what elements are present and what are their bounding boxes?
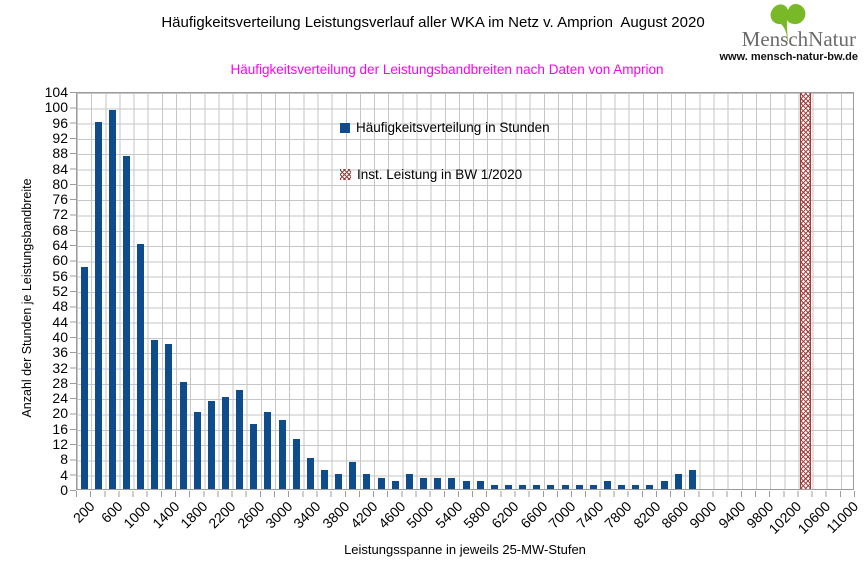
- y-tick-label: 0: [60, 482, 68, 498]
- histogram-bar-4200: [363, 473, 371, 489]
- y-tick-label: 68: [52, 221, 68, 238]
- y-tick-label: 32: [52, 359, 68, 376]
- histogram-bar-4000: [349, 462, 357, 489]
- crosshatch-square-swatch-icon: [340, 169, 351, 180]
- histogram-bar-2000: [207, 400, 215, 489]
- ginkgo-leaf-icon: [770, 4, 806, 41]
- chart-legend: Häufigkeitsverteilung in Stunden Inst. L…: [340, 120, 550, 182]
- histogram-bar-3000: [278, 420, 286, 489]
- legend-label-installed-capacity: Inst. Leistung in BW 1/2020: [357, 167, 523, 182]
- y-tick-label: 16: [52, 420, 68, 437]
- histogram-bar-7200: [575, 485, 583, 489]
- y-tick-label: 20: [52, 405, 68, 422]
- histogram-bar-7000: [561, 485, 569, 489]
- y-tick-label: 24: [52, 390, 68, 407]
- y-tick-label: 92: [52, 129, 68, 146]
- y-tick-label: 80: [52, 175, 68, 192]
- histogram-bar-1400: [165, 343, 173, 489]
- histogram-bar-5600: [462, 481, 470, 489]
- y-tick-label: 104: [44, 84, 68, 100]
- y-tick-label: 36: [52, 344, 68, 361]
- histogram-bar-3200: [292, 439, 300, 489]
- histogram-bar-4800: [405, 473, 413, 489]
- logo-url: www. mensch-natur-bw.de: [719, 51, 858, 63]
- y-tick-label: 100: [44, 99, 68, 116]
- histogram-bar-3600: [321, 469, 329, 489]
- page-title: Häufigkeitsverteilung Leistungsverlauf a…: [161, 14, 705, 31]
- y-tick-label: 40: [52, 328, 68, 345]
- y-tick-label: 64: [52, 237, 68, 254]
- installed-capacity-marker-column: [799, 93, 811, 489]
- legend-entry-installed-capacity: Inst. Leistung in BW 1/2020: [340, 167, 550, 182]
- histogram-bar-8000: [632, 485, 640, 489]
- histogram-bar-6200: [504, 485, 512, 489]
- histogram-bar-5000: [420, 477, 428, 489]
- y-tick-label: 76: [52, 191, 68, 208]
- histogram-bar-8200: [646, 485, 654, 489]
- histogram-bar-6600: [533, 485, 541, 489]
- chart-subtitle: Häufigkeitsverteilung der Leistungsbandb…: [230, 62, 664, 77]
- y-tick-label: 84: [52, 160, 68, 177]
- histogram-bar-7600: [603, 481, 611, 489]
- histogram-bar-6400: [519, 485, 527, 489]
- y-tick-label: 52: [52, 283, 68, 299]
- histogram-bar-1000: [137, 244, 145, 489]
- histogram-bar-6800: [547, 485, 555, 489]
- blue-square-swatch-icon: [340, 122, 350, 133]
- y-tick-label: 72: [52, 206, 68, 223]
- histogram-bar-8800: [688, 469, 696, 489]
- histogram-bar-400: [94, 121, 102, 489]
- y-tick-label: 12: [52, 436, 68, 453]
- histogram-bar-2400: [236, 389, 244, 489]
- logo-brand: MenschNatur: [742, 27, 856, 52]
- histogram-bar-200: [80, 267, 88, 489]
- histogram-bar-1200: [151, 339, 159, 489]
- y-tick-label: 4: [60, 466, 68, 483]
- mensch-natur-logo: MenschNatur www. mensch-natur-bw.de: [712, 0, 862, 66]
- legend-label-hours: Häufigkeitsverteilung in Stunden: [356, 120, 550, 135]
- y-tick-label: 48: [52, 298, 68, 315]
- x-axis-ticks: [76, 491, 855, 497]
- histogram-bar-4600: [391, 481, 399, 489]
- histogram-bar-1600: [179, 381, 187, 489]
- x-axis-title: Leistungsspanne in jeweils 25-MW-Stufen: [344, 542, 586, 557]
- logo-brand-part2: Natur: [808, 27, 856, 51]
- y-tick-label: 88: [52, 145, 68, 162]
- histogram-bar-6000: [490, 485, 498, 489]
- histogram-bar-2200: [222, 397, 230, 489]
- histogram-bar-1800: [193, 412, 201, 489]
- y-tick-label: 56: [52, 267, 68, 284]
- y-tick-label: 28: [52, 374, 68, 391]
- histogram-bar-8400: [660, 481, 668, 489]
- histogram-bar-8600: [674, 473, 682, 489]
- logo-brand-part1: Mensch: [741, 27, 809, 51]
- y-tick-label: 60: [52, 252, 68, 269]
- histogram-bar-3400: [306, 458, 314, 489]
- legend-entry-hours: Häufigkeitsverteilung in Stunden: [340, 120, 550, 135]
- y-axis-ticks: [70, 92, 76, 491]
- plot-area: Häufigkeitsverteilung in Stunden Inst. L…: [76, 92, 854, 490]
- histogram-bar-2600: [250, 423, 258, 489]
- histogram-bar-3800: [335, 473, 343, 489]
- histogram-bar-2800: [264, 412, 272, 489]
- histogram-bar-5200: [434, 477, 442, 489]
- histogram-bar-7800: [618, 485, 626, 489]
- histogram-bar-4400: [377, 477, 385, 489]
- histogram-bar-5400: [448, 477, 456, 489]
- y-tick-label: 8: [60, 451, 68, 468]
- histogram-bar-5800: [476, 481, 484, 489]
- histogram-bar-800: [123, 156, 130, 489]
- y-tick-label: 96: [52, 114, 68, 131]
- histogram-bar-7400: [589, 485, 597, 489]
- histogram-bar-600: [108, 110, 116, 489]
- y-tick-label: 44: [52, 313, 68, 330]
